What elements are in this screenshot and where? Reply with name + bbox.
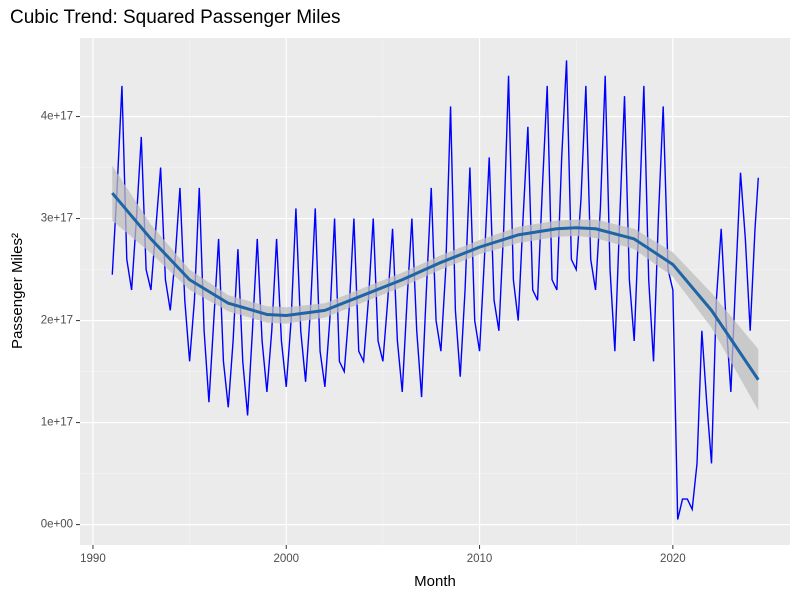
marks <box>111 60 760 520</box>
chart-title: Cubic Trend: Squared Passenger Miles <box>10 7 341 28</box>
axes: 1990 2000 2010 2020 0e+00 1e+17 2e+17 3e+17 4e+1… <box>41 111 686 565</box>
y-tick-label: 2e+17 <box>41 315 73 327</box>
x-tick-label: 1990 <box>80 553 106 565</box>
x-tick-label: 2010 <box>467 553 493 565</box>
y-axis-label: Passenger Miles² <box>9 233 26 349</box>
y-tick-label: 0e+00 <box>41 519 73 531</box>
y-tick-label: 3e+17 <box>41 213 73 225</box>
x-tick-label: 2020 <box>660 553 686 565</box>
trend-line <box>111 192 760 381</box>
y-tick-label: 1e+17 <box>41 417 73 429</box>
data-line <box>111 60 759 520</box>
confidence-band <box>112 165 759 411</box>
x-axis-label: Month <box>414 573 456 590</box>
y-tick-label: 4e+17 <box>41 111 73 123</box>
x-tick-label: 2000 <box>273 553 299 565</box>
